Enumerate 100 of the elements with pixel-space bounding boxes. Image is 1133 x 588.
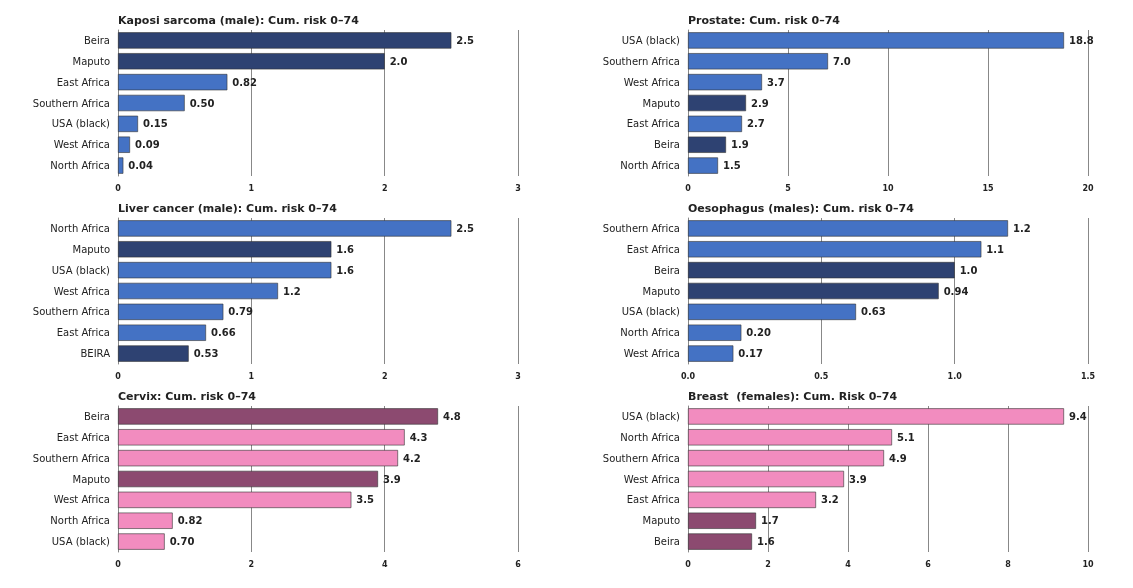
bar [688,491,816,508]
y-tick-label: Maputo [642,97,680,109]
data-label: 1.6 [757,536,775,548]
data-label: 0.04 [128,160,154,172]
x-tick-label: 10 [882,183,894,193]
bar [118,136,130,153]
bar [118,533,165,550]
y-tick-label: East Africa [626,243,680,255]
data-label: 3.7 [767,76,785,88]
bar [688,74,762,91]
x-tick-label: 5 [785,183,792,193]
chart-title: Kaposi sarcoma (male): Cum. risk 0–74 [118,14,360,27]
bar [688,512,756,529]
bar [118,450,398,467]
data-label: 2.7 [747,118,765,130]
chart-title: Cervix: Cum. risk 0–74 [118,390,257,403]
data-label: 3.5 [356,494,375,506]
y-tick-label: North Africa [50,222,110,234]
x-tick-label: 3 [515,183,521,193]
data-label: 4.2 [403,452,421,464]
data-label: 0.15 [143,118,168,130]
bar [688,220,1008,237]
x-tick-label: 0 [115,559,122,569]
y-tick-label: North Africa [620,327,680,339]
y-tick-label: Southern Africa [602,452,680,464]
bar [118,157,124,174]
data-label: 0.94 [943,285,969,297]
y-tick-label: Maputo [642,515,680,527]
y-tick-label: Maputo [72,473,110,485]
y-tick-label: BEIRA [80,348,111,360]
bar [688,241,982,258]
data-label: 2.9 [751,97,769,109]
data-label: 18.8 [1069,34,1094,46]
bar [118,470,378,488]
y-tick-label: Beira [653,139,680,151]
bar [688,533,752,550]
y-tick-label: Maputo [72,55,110,67]
data-label: 9.4 [1069,410,1087,422]
data-label: 1.2 [1013,222,1031,234]
chart-title: Oesophagus (males): Cum. risk 0–74 [688,202,915,215]
bar [118,512,173,529]
x-tick-label: 1.0 [947,371,963,381]
y-tick-label: West Africa [623,473,680,485]
x-tick-label: 2 [381,183,388,193]
y-tick-label: Beira [653,536,680,548]
y-tick-label: West Africa [53,494,110,506]
x-tick-label: 3 [515,371,521,381]
y-tick-label: East Africa [626,118,680,130]
y-tick-label: Beira [83,410,110,422]
data-label: 3.9 [383,473,401,485]
bar [688,429,892,446]
x-tick-label: 4 [845,559,852,569]
y-tick-label: USA (black) [51,118,111,130]
x-tick-label: 10 [1082,559,1094,569]
x-tick-label: 2 [248,559,255,569]
data-label: 3.2 [821,494,839,506]
data-label: 2.0 [389,55,408,67]
data-label: 0.82 [232,76,258,88]
x-tick-label: 15 [982,183,994,193]
data-label: 1.0 [959,264,978,276]
data-label: 0.63 [861,306,886,318]
data-label: 0.66 [211,327,236,339]
data-label: 1.6 [336,264,355,276]
y-tick-label: East Africa [626,494,680,506]
data-label: 1.5 [723,160,741,172]
data-label: 4.8 [443,410,461,422]
data-label: 4.3 [409,431,428,443]
y-tick-label: West Africa [53,285,110,297]
y-tick-label: Southern Africa [32,452,110,464]
y-tick-label: USA (black) [621,306,681,318]
chart-title: Prostate: Cum. risk 0–74 [688,14,841,27]
data-label: 2.5 [456,222,475,234]
data-label: 0.79 [228,306,254,318]
bar [118,94,185,112]
x-tick-label: 20 [1082,183,1094,193]
bar [118,408,438,425]
x-tick-label: 0.0 [680,371,696,381]
y-tick-label: Beira [653,264,680,276]
x-tick-label: 0 [685,183,692,193]
bar [688,450,884,467]
bar [688,470,844,488]
bar [118,241,332,258]
x-tick-label: 6 [925,559,932,569]
bar [118,429,405,446]
bar [118,220,452,237]
data-label: 0.82 [177,515,203,527]
data-label: 3.9 [849,473,867,485]
chart-title: Liver cancer (male): Cum. risk 0–74 [118,202,338,215]
data-label: 7.0 [833,55,851,67]
y-tick-label: North Africa [50,515,110,527]
data-label: 0.53 [193,348,219,360]
y-tick-label: Maputo [642,285,680,297]
data-label: 1.9 [731,139,749,151]
x-tick-label: 8 [1005,559,1012,569]
y-tick-label: East Africa [56,76,110,88]
x-tick-label: 4 [381,559,388,569]
bar [688,303,856,320]
bar [688,32,1064,49]
y-tick-label: USA (black) [621,34,681,46]
data-label: 0.50 [189,97,215,109]
